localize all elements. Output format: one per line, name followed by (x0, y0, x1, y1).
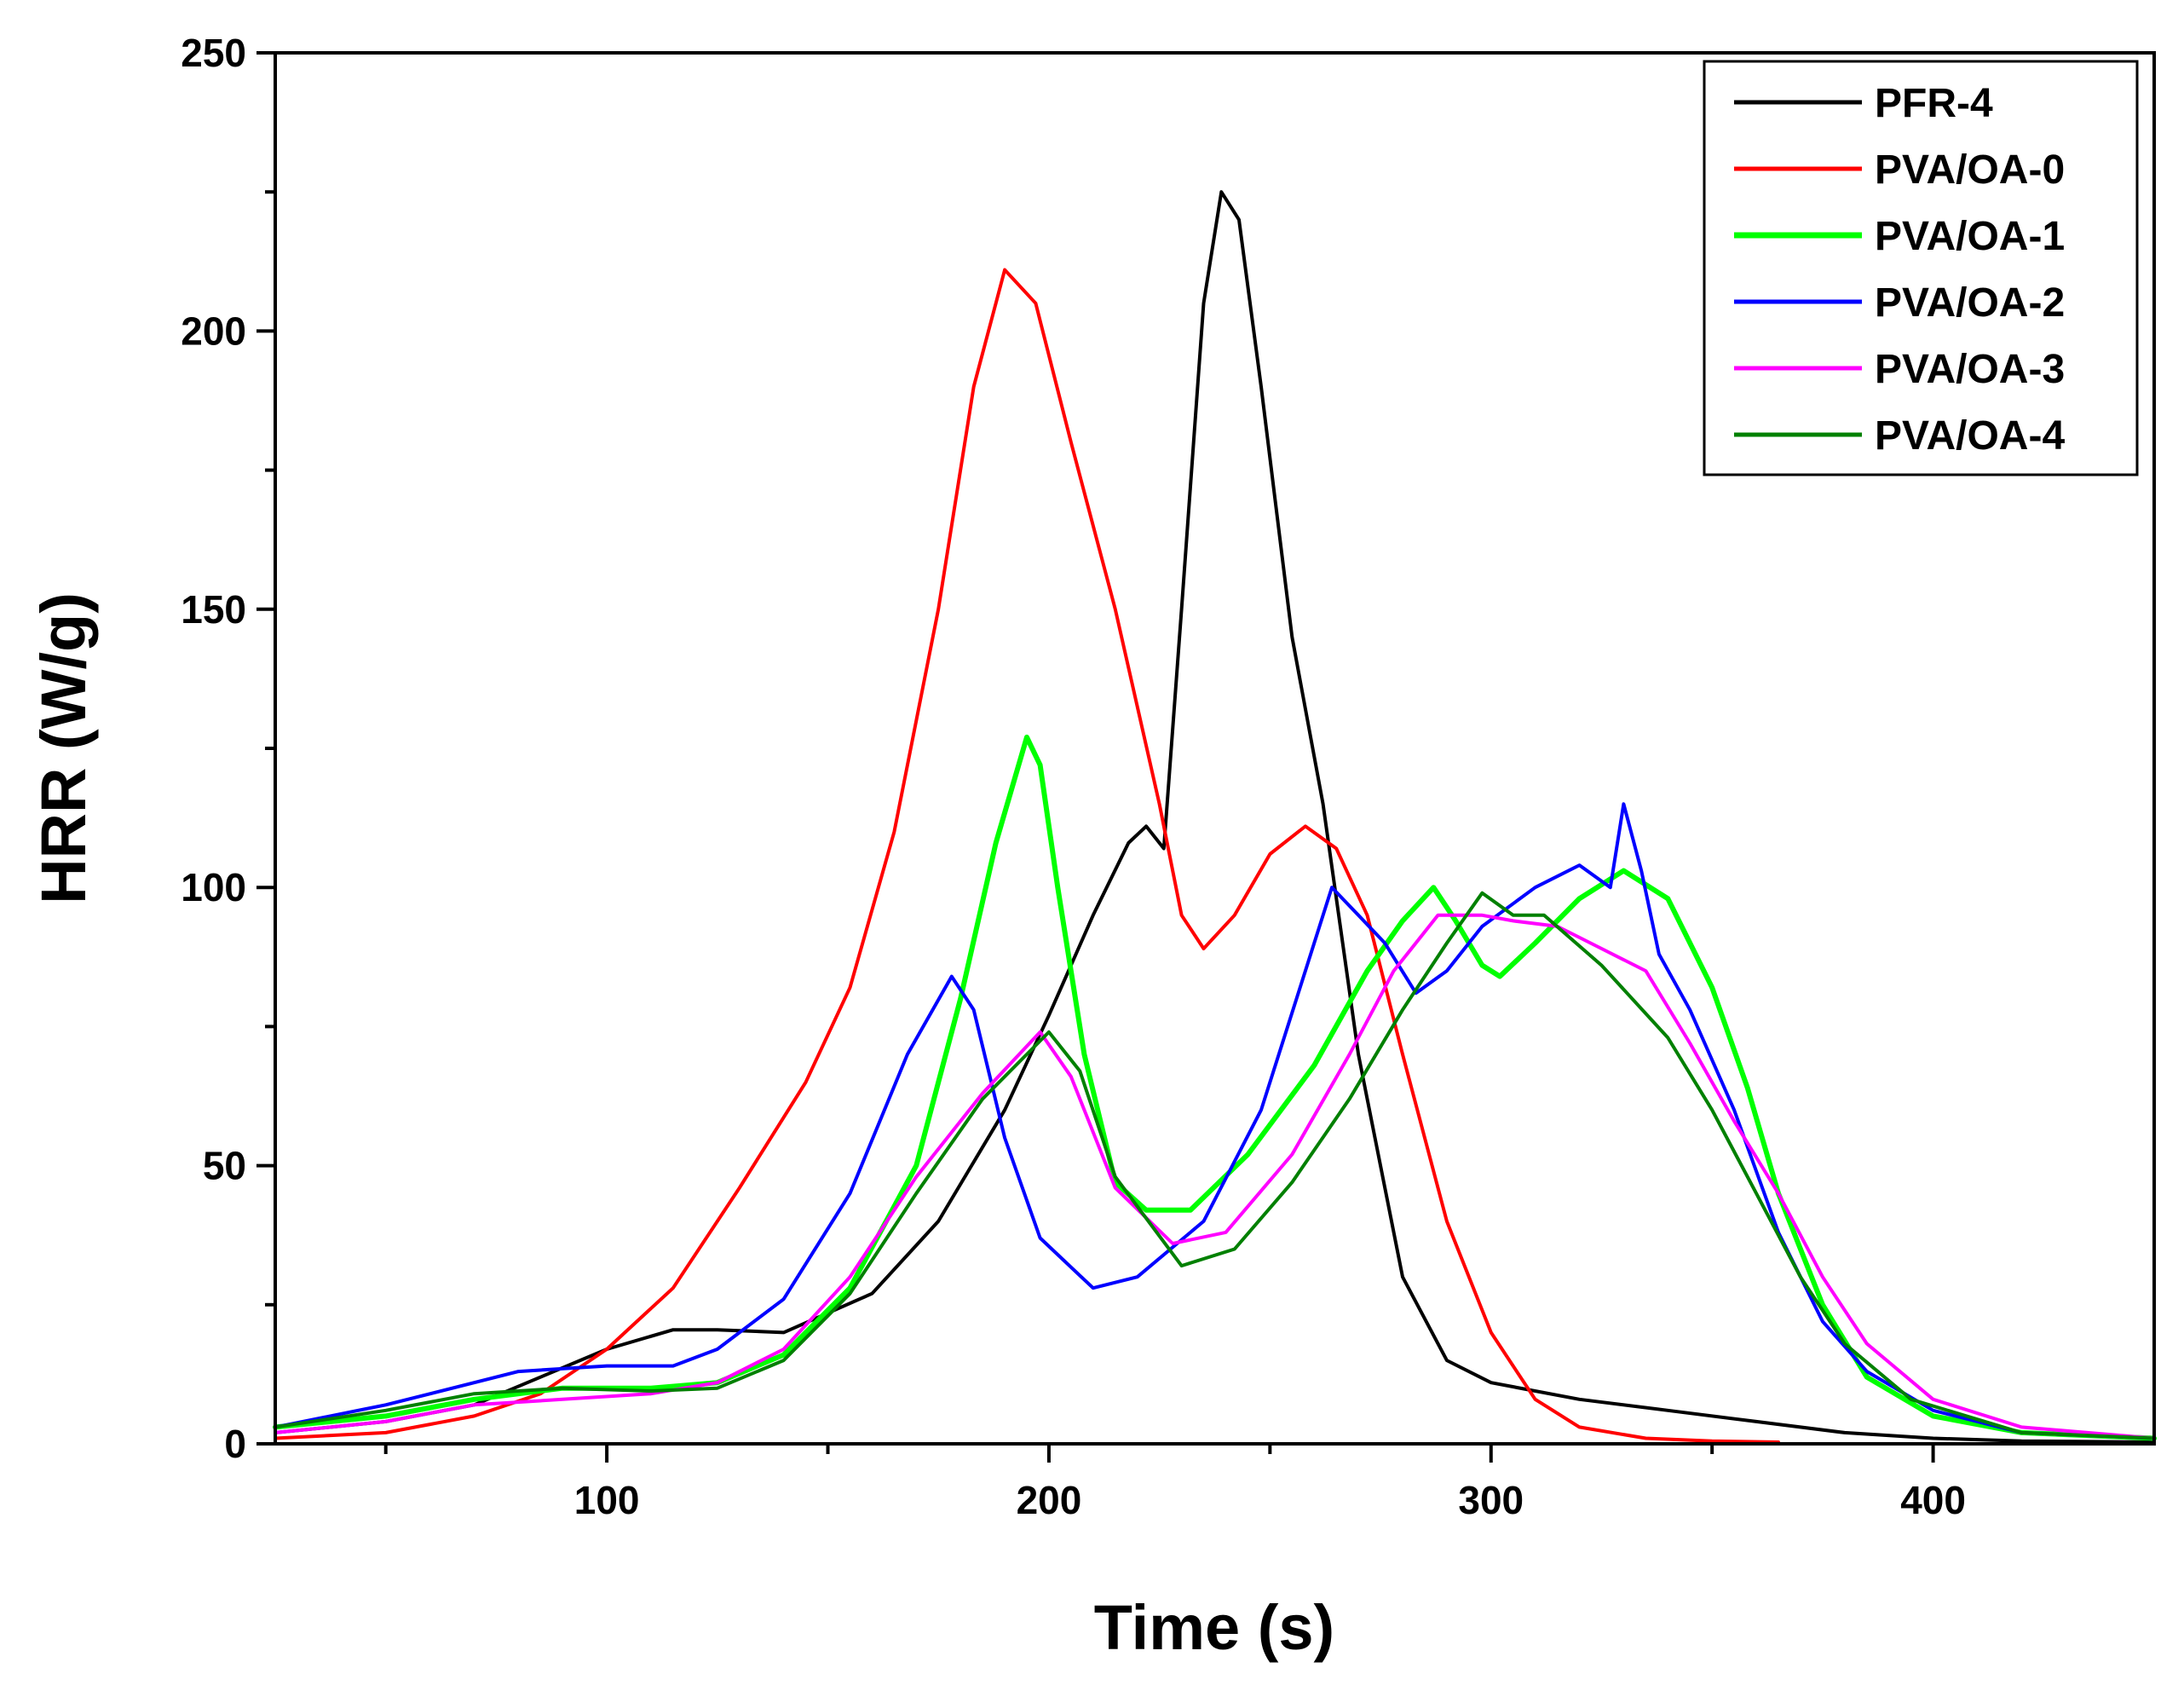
x-tick-label: 400 (1900, 1478, 1966, 1522)
y-tick-label: 50 (203, 1144, 246, 1188)
series-line-2 (273, 734, 2157, 1441)
legend-label-1: PVA/OA-0 (1875, 147, 2065, 193)
series-line-1 (274, 268, 1780, 1444)
legend-label-5: PVA/OA-4 (1875, 413, 2065, 459)
y-tick-label: 100 (181, 865, 246, 909)
series-layer (273, 190, 2157, 1444)
legend: PFR-4 PVA/OA-0 PVA/OA-1 PVA/OA-2 PVA/OA-3 PVA… (1703, 60, 2139, 476)
y-tick-label: 0 (224, 1422, 246, 1466)
y-axis-title: HRR (W/g) (28, 592, 99, 904)
legend-box (1703, 60, 2139, 476)
series-line-3 (274, 802, 2156, 1440)
x-tick-label: 300 (1458, 1478, 1524, 1522)
legend-label-0: PFR-4 (1875, 81, 1993, 126)
series-line-5 (274, 891, 2156, 1440)
y-tick-label: 150 (181, 587, 246, 632)
x-axis-title: Time (s) (1094, 1592, 1334, 1663)
legend-label-3: PVA/OA-2 (1875, 280, 2065, 326)
ticks-layer: 100 200 300 400 0 50 100 150 200 250 (181, 31, 1966, 1522)
series-line-4 (274, 913, 2156, 1440)
legend-label-4: PVA/OA-3 (1875, 347, 2065, 392)
y-tick-label: 200 (181, 309, 246, 353)
legend-label-2: PVA/OA-1 (1875, 214, 2065, 259)
y-tick-label: 250 (181, 31, 246, 75)
x-tick-label: 100 (574, 1478, 640, 1522)
legend-items: PFR-4 PVA/OA-0 PVA/OA-1 PVA/OA-2 PVA/OA-3 PVA… (1734, 81, 2065, 459)
series-line-0 (274, 190, 2156, 1444)
x-tick-label: 200 (1017, 1478, 1082, 1522)
